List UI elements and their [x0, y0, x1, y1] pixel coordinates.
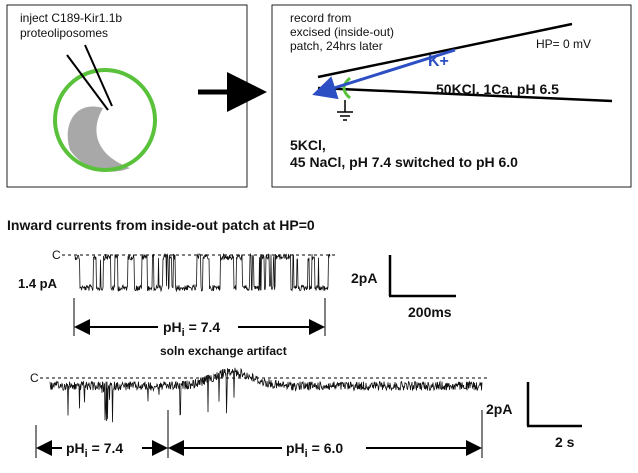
amplitude-label: 1.4 pA — [18, 276, 58, 291]
cell — [53, 68, 157, 172]
closed-label: C — [52, 248, 61, 262]
scale-y: 2pA — [351, 270, 377, 286]
bath-solution: 45 NaCl, pH 7.4 switched to pH 6.0 — [290, 154, 518, 170]
cell-wedge — [67, 106, 130, 172]
ph-label: pHi = 7.4 — [66, 440, 123, 460]
ph-label: pHi = 7.4 — [163, 319, 220, 339]
section-title: Inward currents from inside-out patch at… — [7, 217, 315, 233]
scale-x: 200ms — [408, 304, 452, 320]
panel-b-box — [271, 4, 632, 188]
pipette — [84, 44, 113, 107]
pipette-wall — [317, 86, 613, 103]
panel-b-text: patch, 24hrs later — [290, 39, 383, 53]
patch — [342, 76, 352, 100]
holding-potential: HP= 0 mV — [536, 37, 591, 51]
annotation: soln exchange artifact — [160, 344, 287, 358]
closed-label: C — [30, 371, 39, 385]
current-trace — [74, 252, 331, 293]
scale-x: 2 s — [555, 434, 575, 450]
ion-arrow — [312, 48, 456, 100]
ph-label: pHi = 6.0 — [286, 440, 343, 460]
pipette — [66, 54, 109, 111]
pipette-solution: 50KCl, 1Ca, pH 6.5 — [436, 81, 559, 97]
panel-a-text: proteoliposomes — [20, 26, 108, 40]
pipette-wall — [317, 22, 573, 79]
panel-a-text: inject C189-Kir1.1b — [20, 11, 122, 25]
ground — [337, 100, 353, 121]
current-trace — [49, 367, 483, 423]
ion-label: K+ — [428, 53, 449, 70]
panel-b-text: excised (inside-out) — [290, 25, 394, 39]
bath-solution: 5KCl, — [290, 137, 326, 153]
scale-y: 2pA — [486, 401, 512, 417]
panel-b-text: record from — [290, 11, 351, 25]
